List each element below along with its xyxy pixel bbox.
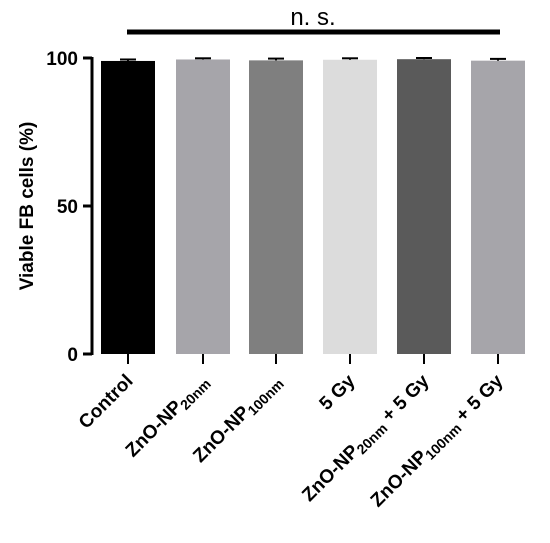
category-label-subscript: 100nm (422, 420, 465, 463)
error-bars-group (120, 57, 506, 61)
category-label-suffix: + 5 Gy (374, 370, 434, 430)
bar-1 (101, 60, 155, 355)
bar-3 (249, 60, 303, 354)
category-label-suffix: + 5 Gy (448, 370, 508, 430)
bar-4 (323, 59, 377, 354)
category-label-main: ZnO-NP (189, 402, 254, 467)
category-label-subscript: 100nm (244, 376, 287, 419)
category-label-1: Control (75, 371, 138, 434)
category-label-5: ZnO-NP20nm + 5 Gy (298, 370, 435, 507)
bar-5 (397, 59, 451, 355)
category-label-main: Control (75, 371, 138, 434)
y-tick-label-0: 0 (67, 345, 78, 366)
category-label-main: ZnO-NP (122, 396, 187, 461)
y-axis-label: Viable FB cells (%) (17, 122, 38, 291)
bar-2 (176, 59, 230, 354)
category-label-4: 5 Gy (316, 370, 360, 414)
y-tick-label-100: 100 (46, 49, 78, 70)
y-tick-label-50: 50 (57, 197, 78, 218)
category-label-main: ZnO-NP (298, 441, 363, 506)
bar-6 (471, 60, 525, 354)
bars-group (101, 59, 525, 355)
category-label-main: ZnO-NP (367, 446, 432, 511)
significance-label: n. s. (290, 4, 335, 31)
category-label-6: ZnO-NP100nm + 5 Gy (367, 370, 509, 512)
y-ticks-group: 0 50 100 (46, 49, 92, 366)
category-label-subscript: 20nm (177, 376, 214, 413)
category-label-main: 5 Gy (316, 370, 360, 414)
